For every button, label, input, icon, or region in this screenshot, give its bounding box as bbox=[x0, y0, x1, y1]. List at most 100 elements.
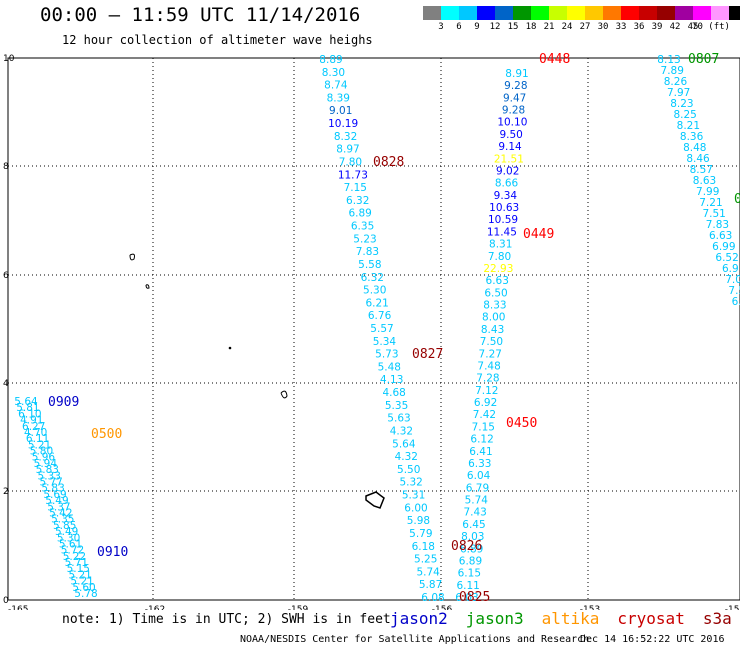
wave-height-value: 9.47 bbox=[503, 92, 526, 104]
wave-height-value: 5.30 bbox=[363, 285, 386, 297]
legend-swatch bbox=[675, 6, 693, 20]
pass-time-label: 0500 bbox=[91, 427, 122, 442]
legend-swatch bbox=[621, 6, 639, 20]
wave-height-value: 8.57 bbox=[690, 164, 713, 176]
x-tick-label: -165 bbox=[8, 605, 28, 610]
wave-height-value: 5.81 bbox=[16, 402, 39, 414]
wave-height-value: 8.97 bbox=[336, 144, 359, 156]
wave-height-value: 5.42 bbox=[49, 507, 72, 519]
wave-height-value: 7.48 bbox=[477, 360, 500, 372]
legend-swatch bbox=[459, 6, 477, 20]
wave-height-value: 6.27 bbox=[22, 421, 45, 433]
x-tick-label: -150 bbox=[725, 605, 740, 610]
legend-label: 39 bbox=[651, 22, 663, 32]
wave-height-value: 4.32 bbox=[395, 451, 418, 463]
wave-height-value: 7.15 bbox=[344, 182, 367, 194]
wave-height-value: 4.70 bbox=[24, 427, 47, 439]
wave-height-value: 7.43 bbox=[463, 507, 486, 519]
wave-height-value: 5.64 bbox=[14, 396, 38, 408]
wave-height-value: 6.32 bbox=[346, 195, 369, 207]
legend-swatch bbox=[729, 6, 740, 20]
legend-swatch bbox=[477, 6, 495, 20]
y-tick-label: 2 bbox=[3, 487, 9, 497]
wave-height-value: 5.21 bbox=[70, 576, 93, 588]
wave-height-value: 7.97 bbox=[667, 87, 690, 99]
legend-label: 9 bbox=[474, 22, 480, 32]
wave-height-value: 9.14 bbox=[498, 141, 522, 153]
hawaii-island-outline bbox=[365, 491, 385, 509]
wave-height-value: 5.37 bbox=[47, 501, 70, 513]
wave-height-value: 7.0 bbox=[725, 274, 740, 286]
legend-label: 36 bbox=[633, 22, 645, 32]
pass-time-label: 0909 bbox=[48, 395, 79, 410]
wave-height-value: 8.63 bbox=[693, 175, 716, 187]
wave-height-value: 5.73 bbox=[375, 349, 398, 361]
x-tick-label: -153 bbox=[580, 605, 600, 610]
wave-height-value: 8.00 bbox=[482, 312, 505, 324]
wave-height-value: 5.96 bbox=[32, 452, 56, 464]
wave-height-value: 8.13 bbox=[657, 54, 680, 66]
legend-swatch bbox=[711, 6, 729, 20]
wave-height-value: 5.77 bbox=[39, 477, 62, 489]
wave-height-value: 6.32 bbox=[361, 272, 384, 284]
wave-height-value: 5.79 bbox=[409, 528, 432, 540]
legend-swatch bbox=[639, 6, 657, 20]
wave-height-value: 7.15 bbox=[472, 421, 495, 433]
wave-height-value: 5.21 bbox=[28, 439, 51, 451]
wave-height-value: 5.25 bbox=[414, 554, 437, 566]
wave-height-value: 8.21 bbox=[677, 120, 700, 132]
wave-height-value: 6.11 bbox=[26, 433, 49, 445]
wave-height-value: 6.76 bbox=[368, 310, 392, 322]
wave-height-value: 7.83 bbox=[356, 246, 379, 258]
wave-height-value: 5.94 bbox=[34, 458, 58, 470]
map-subtitle: 12 hour collection of altimeter wave hei… bbox=[62, 33, 373, 47]
island-outline bbox=[145, 284, 150, 289]
wave-height-value: 9.28 bbox=[502, 105, 525, 117]
wave-height-value: 8.89 bbox=[319, 54, 342, 66]
wave-height-value: 8.30 bbox=[322, 67, 345, 79]
wave-height-value: 7.99 bbox=[696, 186, 719, 198]
wave-height-value: 6.10 bbox=[18, 408, 41, 420]
wave-height-value: 5.85 bbox=[53, 520, 76, 532]
legend-label: 30 bbox=[597, 22, 609, 32]
wave-height-value: 6.52 bbox=[715, 252, 738, 264]
pass-time-label: 0449 bbox=[523, 227, 554, 242]
pass-time-label: 0828 bbox=[373, 155, 404, 170]
wave-height-value: 6.45 bbox=[462, 519, 485, 531]
legend-label: 6 bbox=[456, 22, 462, 32]
pass-time-label: 0910 bbox=[97, 545, 128, 560]
wave-height-value: 6.89 bbox=[460, 543, 483, 555]
island-outline bbox=[228, 346, 232, 350]
map-frame bbox=[7, 57, 740, 601]
wave-height-value: 6.50 bbox=[484, 287, 507, 299]
wave-height-value: 6.63 bbox=[709, 230, 732, 242]
pass-time-label: 0 bbox=[734, 192, 740, 207]
wave-height-value: 5.61 bbox=[59, 538, 82, 550]
wave-height-value: 8.74 bbox=[324, 80, 348, 92]
legend-label: 24 bbox=[561, 22, 573, 32]
x-tick-label: -162 bbox=[145, 605, 165, 610]
x-tick-label: -156 bbox=[432, 605, 453, 610]
wave-height-value: 8.25 bbox=[673, 109, 696, 121]
wave-height-value: 6.92 bbox=[474, 397, 497, 409]
legend-swatch bbox=[495, 6, 513, 20]
wave-height-value: 8.23 bbox=[670, 98, 693, 110]
wave-height-value: 10.59 bbox=[488, 214, 518, 226]
wave-height-value: 5.23 bbox=[353, 233, 376, 245]
credit-date: Dec 14 16:52:22 UTC 2016 bbox=[580, 634, 725, 645]
y-tick-label: 6 bbox=[3, 271, 9, 281]
island-outline bbox=[129, 253, 135, 261]
pass-time-label: 0826 bbox=[451, 539, 482, 554]
wave-height-value: 4.32 bbox=[390, 425, 413, 437]
legend-label: 45 bbox=[687, 22, 699, 32]
wave-height-value: 6.03 bbox=[455, 592, 478, 604]
wave-height-value: 8.26 bbox=[664, 76, 688, 88]
wave-height-value: 5.50 bbox=[397, 464, 420, 476]
wave-height-value: 6.21 bbox=[365, 297, 388, 309]
wave-height-value: 5.15 bbox=[67, 563, 90, 575]
wave-height-value: 6.11 bbox=[456, 580, 479, 592]
wave-height-value: 5.57 bbox=[370, 323, 393, 335]
legend-swatch bbox=[531, 6, 549, 20]
wave-height-value: 7.42 bbox=[473, 409, 496, 421]
legend-swatch bbox=[585, 6, 603, 20]
